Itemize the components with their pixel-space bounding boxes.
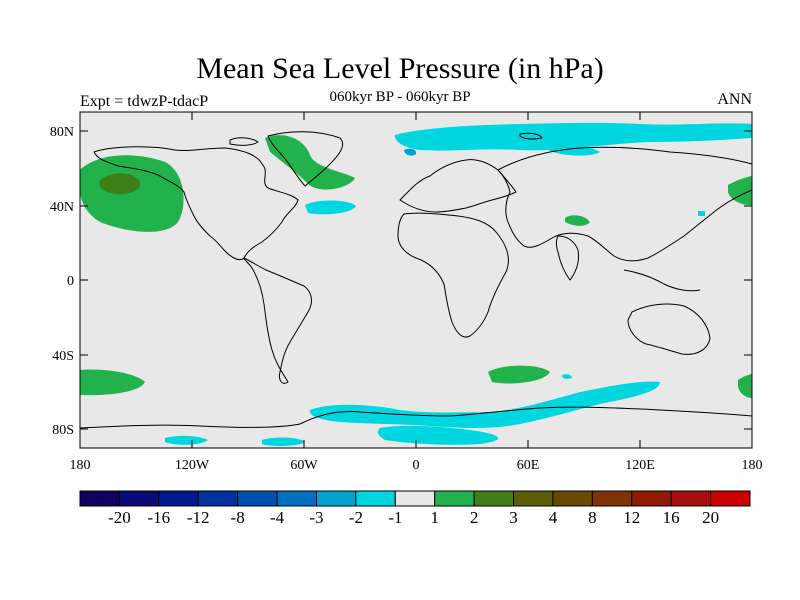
colorbar-swatch bbox=[197, 490, 239, 507]
colorbar-label: 20 bbox=[702, 508, 719, 527]
colorbar: -20 -16 -12 -8 -4 -3 -2 -1 1 2 3 4 8 12 16 20 bbox=[79, 490, 751, 527]
arctic-core bbox=[404, 148, 417, 156]
lat-label-80n: 80N bbox=[50, 125, 74, 140]
season-label: ANN bbox=[717, 91, 752, 108]
antarctic-negative-spot bbox=[165, 435, 208, 445]
experiment-label: Expt = tdwzP-tdacP bbox=[80, 93, 209, 110]
colorbar-swatch bbox=[670, 490, 712, 507]
latitude-labels: 80N 40N 0 40S 80S bbox=[50, 125, 74, 438]
north-atlantic-negative-area bbox=[305, 200, 356, 215]
arctic-negative-lobe bbox=[545, 139, 600, 156]
colorbar-label: -16 bbox=[147, 508, 170, 527]
map-background bbox=[80, 112, 752, 448]
colorbar-swatch bbox=[276, 490, 317, 507]
south-indian-positive-area bbox=[488, 365, 550, 384]
lat-label-40n: 40N bbox=[50, 200, 74, 215]
coastline-europe bbox=[399, 159, 517, 213]
south-pacific-positive-area bbox=[80, 369, 145, 396]
colorbar-label: -1 bbox=[388, 508, 402, 527]
southern-ocean-negative-area bbox=[309, 381, 660, 428]
lon-label-120w: 120W bbox=[175, 458, 210, 473]
coastline-se-asia bbox=[623, 269, 701, 292]
lon-label-120e: 120E bbox=[625, 458, 655, 473]
coastline-australia bbox=[627, 303, 711, 355]
colorbar-swatch bbox=[513, 490, 554, 507]
arctic-negative-area bbox=[394, 122, 752, 151]
latitude-axis bbox=[80, 130, 752, 430]
colorbar-swatch bbox=[394, 490, 436, 507]
coastline-asia bbox=[497, 146, 752, 262]
labrador-positive-area bbox=[265, 135, 355, 190]
lat-label-0: 0 bbox=[67, 274, 74, 289]
coastline-africa bbox=[397, 212, 509, 338]
colorbar-label: -20 bbox=[108, 508, 131, 527]
colorbar-swatch bbox=[355, 490, 396, 507]
longitude-axis bbox=[191, 112, 641, 448]
coastline-south-america bbox=[243, 257, 312, 384]
coastlines bbox=[80, 131, 752, 429]
colorbar-label: 12 bbox=[623, 508, 640, 527]
lat-label-40s: 40S bbox=[52, 349, 74, 364]
colorbar-swatch bbox=[237, 490, 278, 507]
colorbar-swatch bbox=[552, 490, 593, 507]
southern-ocean-negative-lobe bbox=[377, 425, 499, 445]
colorbar-swatch bbox=[158, 490, 199, 507]
colorbar-label: -12 bbox=[187, 508, 210, 527]
colorbar-swatch bbox=[315, 490, 357, 507]
longitude-labels: 180 120W 60W 0 60E 120E 180 bbox=[70, 458, 763, 473]
coastline-antarctica bbox=[80, 406, 752, 429]
colorbar-swatch bbox=[434, 490, 475, 507]
colorbar-label: -8 bbox=[231, 508, 245, 527]
plot-title: Mean Sea Level Pressure (in hPa) bbox=[196, 52, 604, 85]
coastline-greenland bbox=[267, 131, 344, 187]
colorbar-label: -4 bbox=[270, 508, 285, 527]
colorbar-label: 3 bbox=[509, 508, 518, 527]
east-pacific-positive-area bbox=[728, 176, 752, 206]
colorbar-swatch bbox=[591, 490, 633, 507]
colorbar-label: 2 bbox=[470, 508, 479, 527]
colorbar-label: -3 bbox=[309, 508, 323, 527]
coastline-arctic-islands bbox=[229, 132, 543, 146]
north-pacific-core bbox=[99, 173, 141, 194]
southern-ocean-negative-spot bbox=[562, 374, 572, 379]
lon-label-180w: 180 bbox=[70, 458, 91, 473]
asia-positive-area bbox=[565, 215, 590, 226]
lon-label-180e: 180 bbox=[742, 458, 763, 473]
coastline-india bbox=[556, 235, 579, 281]
contour-fills bbox=[80, 122, 752, 447]
southeast-edge-positive-area bbox=[738, 374, 752, 398]
colorbar-label: 4 bbox=[549, 508, 558, 527]
colorbar-label: 16 bbox=[663, 508, 680, 527]
colorbar-swatch bbox=[79, 490, 120, 507]
small-negative-spot bbox=[698, 211, 705, 216]
colorbar-swatch bbox=[118, 490, 160, 507]
colorbar-label: -2 bbox=[349, 508, 363, 527]
colorbar-label: 1 bbox=[430, 508, 439, 527]
colorbar-label: 8 bbox=[588, 508, 597, 527]
antarctic-negative-spot-2 bbox=[262, 437, 305, 447]
colorbar-swatch bbox=[631, 490, 672, 507]
lon-label-60e: 60E bbox=[517, 458, 540, 473]
coastline-north-america bbox=[93, 146, 299, 261]
lon-label-0: 0 bbox=[413, 458, 420, 473]
colorbar-swatch bbox=[710, 490, 751, 507]
plot-subtitle: 060kyr BP - 060kyr BP bbox=[329, 89, 471, 105]
lon-label-60w: 60W bbox=[290, 458, 318, 473]
lat-label-80s: 80S bbox=[52, 423, 74, 438]
colorbar-swatch bbox=[473, 490, 515, 507]
